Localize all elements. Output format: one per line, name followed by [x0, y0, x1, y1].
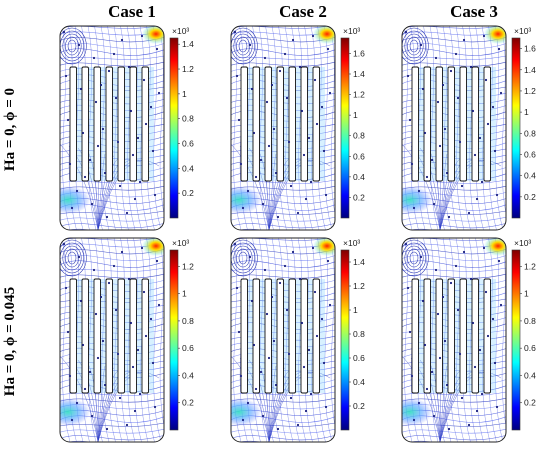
colorbar-tick-label: 1.2: [524, 86, 536, 96]
colorbar-tick-label: 0.6: [353, 151, 365, 161]
colorbar-multiplier: ×10³: [343, 238, 360, 248]
colorbar-tick-label: 1.4: [353, 69, 365, 79]
colorbar-tick-label: 1.4: [524, 65, 536, 75]
colorbar-tick-label: 1: [524, 107, 529, 117]
colorbar-multiplier: ×10³: [343, 26, 360, 36]
colorbar-tick-label: 0.4: [182, 370, 194, 380]
colorbar-tick-label: 0.6: [524, 343, 536, 353]
panel-row2-case2: ×10³ 0.2 0.4 0.6 0.8 1 1.2 1.4: [229, 236, 379, 444]
colorbar-tick-label: 0.8: [182, 114, 194, 124]
colorbar-tick-label: 0.4: [524, 171, 536, 181]
row-label-1-text: Ha = 0, ϕ = 0: [2, 87, 19, 171]
colorbar-tick-label: 0.8: [353, 131, 365, 141]
colorbar-tick-label: 1: [182, 289, 187, 299]
panel-row2-case1: ×10³ 0.2 0.4 0.6 0.8 1 1.2: [58, 236, 208, 444]
row-label-1: Ha = 0, ϕ = 0: [0, 24, 22, 234]
colorbar-tick-label: 0.6: [182, 139, 194, 149]
panel-row1-case2: ×10³ 0.2 0.4 0.6 0.8 1 1.2 1.4 1.6: [229, 24, 379, 232]
colorbar-tick-label: 1: [353, 305, 358, 315]
panel-row1-case3: ×10³ 0.2 0.4 0.6 0.8 1 1.2 1.4 1.6: [400, 24, 550, 232]
colorbar-tick-label: 0.2: [353, 401, 365, 411]
colorbar-tick-label: 0.4: [353, 172, 365, 182]
colorbar-tick-label: 1.6: [353, 48, 365, 58]
colorbar-tick-label: 0.4: [353, 377, 365, 387]
panel-row2-case3: ×10³ 0.2 0.4 0.6 0.8 1 1.2: [400, 236, 550, 444]
colorbar-tick-label: 0.2: [524, 398, 536, 408]
colorbar-tick-label: 0.8: [182, 316, 194, 326]
column-title-case-2: Case 2: [279, 2, 327, 21]
colorbar-tick-label: 0.2: [524, 192, 536, 202]
colorbar-tick-label: 0.6: [524, 149, 536, 159]
column-title-case-3: Case 3: [450, 2, 498, 21]
colorbar-tick-label: 1: [182, 89, 187, 99]
colorbar-tick-label: 0.6: [182, 343, 194, 353]
colorbar-tick-label: 0.8: [524, 316, 536, 326]
panel-row1-case1: ×10³ 0.2 0.4 0.6 0.8 1 1.2 1.4: [58, 24, 208, 232]
column-title-case-1: Case 1: [108, 2, 156, 21]
colorbar-multiplier: ×10³: [172, 26, 189, 36]
colorbar-multiplier: ×10³: [514, 238, 531, 248]
colorbar-tick-label: 0.4: [524, 370, 536, 380]
colorbar-tick-label: 1.6: [524, 44, 536, 54]
colorbar-tick-label: 1: [353, 110, 358, 120]
colorbar-tick-label: 1.2: [353, 90, 365, 100]
colorbar-tick-label: 1.2: [524, 261, 536, 271]
colorbar-tick-label: 1.2: [182, 261, 194, 271]
colorbar-tick-label: 0.8: [524, 128, 536, 138]
colorbar-tick-label: 0.4: [182, 163, 194, 173]
colorbar-tick-label: 0.6: [353, 353, 365, 363]
colorbar-tick-label: 0.2: [182, 188, 194, 198]
colorbar-multiplier: ×10³: [172, 238, 189, 248]
colorbar-tick-label: 1.4: [182, 39, 194, 49]
colorbar-tick-label: 0.2: [353, 192, 365, 202]
colorbar-tick-label: 1.4: [353, 257, 365, 267]
colorbar-tick-label: 1: [524, 289, 529, 299]
colorbar-tick-label: 0.8: [353, 329, 365, 339]
colorbar-tick-label: 0.2: [182, 398, 194, 408]
row-label-2: Ha = 0, ϕ = 0.045: [0, 236, 22, 446]
colorbar-tick-label: 1.2: [353, 281, 365, 291]
row-label-2-text: Ha = 0, ϕ = 0.045: [2, 286, 19, 396]
colorbar-tick-label: 1.2: [182, 64, 194, 74]
colorbar-multiplier: ×10³: [514, 26, 531, 36]
